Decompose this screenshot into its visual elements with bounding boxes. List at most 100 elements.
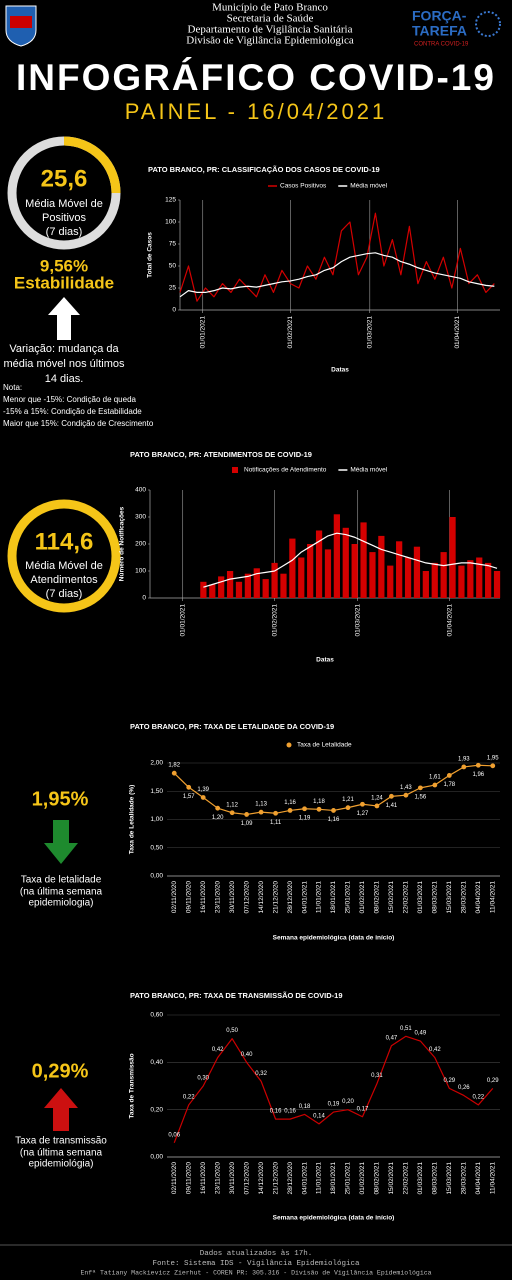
legend-swatch <box>232 467 238 473</box>
x-tick-label: 08/03/2021 <box>432 1162 439 1195</box>
data-label: 0,50 <box>226 1028 238 1034</box>
data-label: 0,49 <box>415 1031 427 1037</box>
x-tick-label: 01/01/2021 <box>179 604 186 637</box>
data-label: 1,09 <box>241 821 253 827</box>
data-label: 0,47 <box>386 1035 398 1041</box>
data-label: 1,27 <box>357 811 369 817</box>
bar <box>396 541 403 598</box>
x-axis-title: Semana epidemiológica (data de início) <box>273 1215 395 1222</box>
moving-average-value: 25,6 <box>41 165 88 192</box>
legend-label: Média móvel <box>350 467 387 474</box>
x-tick-label: 07/12/2020 <box>243 881 250 914</box>
y-tick-label: 0,60 <box>150 1012 163 1019</box>
data-label: 1,56 <box>415 794 427 800</box>
data-label: 0,19 <box>328 1102 340 1108</box>
cases-panel: 25,6 Média Móvel de Positivos (7 dias) 9… <box>3 136 154 428</box>
data-label: 1,13 <box>255 802 267 808</box>
x-tick-label: 28/12/2020 <box>287 881 294 914</box>
data-label: 1,57 <box>183 794 195 800</box>
legend-label: Notificações de Atendimento <box>244 467 327 474</box>
x-tick-label: 15/02/2021 <box>388 1162 395 1195</box>
footer-line: Fonte: Sistema IDS - Vigilância Epidemio… <box>152 1260 360 1268</box>
x-tick-label: 11/04/2021 <box>489 1162 496 1194</box>
panel-label: epidemiologia) <box>28 898 93 909</box>
point <box>316 806 322 812</box>
data-label: 0,40 <box>241 1052 253 1058</box>
bar <box>493 571 501 598</box>
x-tick-label: 09/11/2020 <box>185 1162 192 1194</box>
data-label: 1,82 <box>168 763 180 769</box>
data-label: 0,29 <box>487 1078 499 1084</box>
note-text: 14 dias. <box>45 373 84 385</box>
note-text: média móvel nos últimos <box>3 358 125 370</box>
y-tick-label: 125 <box>165 197 176 204</box>
y-tick-label: 25 <box>169 285 177 292</box>
bar <box>209 584 216 598</box>
data-label: 1,16 <box>284 800 296 806</box>
line <box>179 252 495 298</box>
point <box>258 809 264 815</box>
data-label: 0,16 <box>270 1109 282 1115</box>
bar <box>476 557 483 598</box>
y-tick-label: 400 <box>135 487 146 494</box>
header-line: Departamento de Vigilância Sanitária <box>188 24 353 36</box>
chart-title: PATO BRANCO, PR: TAXA DE LETALIDADE DA C… <box>130 722 334 731</box>
point <box>461 764 467 770</box>
x-tick-label: 01/02/2021 <box>359 881 366 914</box>
transmission-value: 0,29% <box>32 1060 89 1082</box>
data-label: 0,16 <box>284 1109 296 1115</box>
data-label: 0,29 <box>443 1078 455 1084</box>
data-label: 0,51 <box>400 1026 412 1032</box>
x-tick-label: 01/04/2021 <box>454 316 461 349</box>
x-tick-label: 04/04/2021 <box>475 1162 482 1195</box>
point <box>200 795 206 800</box>
y-axis-title: Taxa de Transmissão <box>129 1053 136 1118</box>
bar <box>226 571 234 598</box>
x-tick-label: 25/01/2021 <box>345 881 352 914</box>
y-tick-label: 0,00 <box>150 1154 163 1161</box>
bar <box>378 535 385 598</box>
bar <box>413 546 421 598</box>
x-tick-label: 01/03/2021 <box>417 881 424 914</box>
y-tick-label: 300 <box>135 514 146 521</box>
data-label: 1,20 <box>212 815 224 821</box>
x-tick-label: 02/11/2020 <box>171 1162 178 1194</box>
x-axis-title: Datas <box>316 657 334 664</box>
y-tick-label: 100 <box>135 568 146 575</box>
bar <box>404 557 412 598</box>
bar <box>387 565 394 598</box>
data-label: 1,96 <box>472 772 484 778</box>
x-tick-label: 01/03/2021 <box>354 604 361 637</box>
data-label: 0,26 <box>458 1085 470 1091</box>
legend-note: Maior que 15%: Condição de Crescimento <box>3 419 154 428</box>
x-tick-label: 16/11/2020 <box>200 881 207 913</box>
bar <box>431 562 438 598</box>
point <box>244 812 250 817</box>
x-tick-label: 01/02/2021 <box>359 1162 366 1195</box>
data-label: 1,93 <box>458 757 470 763</box>
charts: PATO BRANCO, PR: CLASSIFICAÇÃO DOS CASOS… <box>119 165 501 1222</box>
bar <box>271 562 278 598</box>
data-label: 1,18 <box>313 799 325 805</box>
x-tick-label: 04/01/2021 <box>301 1162 308 1195</box>
point <box>360 801 365 807</box>
arrow-down <box>44 820 78 864</box>
x-tick-label: 11/01/2021 <box>316 881 323 913</box>
panel-label: (na última semana <box>20 887 103 898</box>
x-tick-label: 28/03/2021 <box>461 1162 468 1195</box>
y-tick-label: 50 <box>169 263 177 270</box>
point <box>389 793 394 799</box>
x-tick-label: 02/11/2020 <box>171 881 178 913</box>
data-label: 1,12 <box>226 802 238 808</box>
point <box>302 806 307 812</box>
x-tick-label: 18/01/2021 <box>330 881 337 914</box>
header-line: Secretaria de Saúde <box>227 13 314 25</box>
header-line: Divisão de Vigilância Epidemiológica <box>186 35 354 47</box>
point <box>403 792 409 798</box>
transmission-panel: 0,29% Taxa de transmissão (na última sem… <box>15 1060 107 1169</box>
panel-label: Taxa de transmissão <box>15 1136 107 1147</box>
x-tick-label: 08/03/2021 <box>432 881 439 914</box>
legend-label: Casos Positivos <box>280 183 327 190</box>
